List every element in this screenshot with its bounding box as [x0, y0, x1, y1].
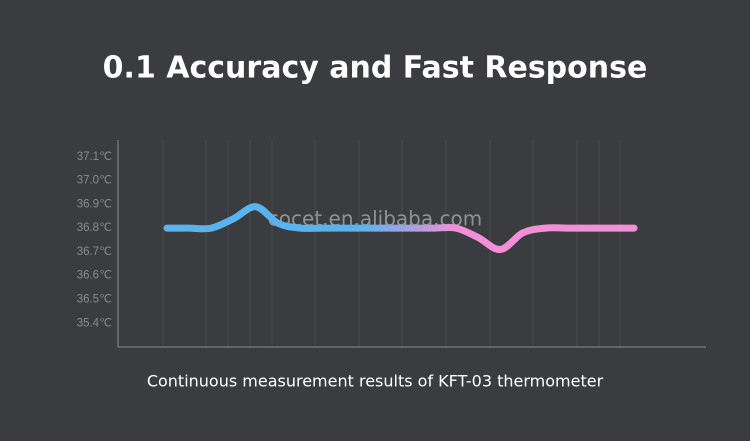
y-tick-label: 36.6℃ — [77, 270, 112, 282]
y-tick-label: 36.5℃ — [77, 293, 112, 305]
chart-title: 0.1 Accuracy and Fast Response — [103, 51, 648, 86]
y-tick-label: 36.7℃ — [77, 246, 112, 258]
y-tick-label: 36.8℃ — [77, 222, 112, 234]
y-tick-label: 35.4℃ — [77, 317, 112, 329]
caption: Continuous measurement results of KFT-03… — [147, 372, 604, 391]
y-tick-label: 37.0℃ — [77, 175, 112, 187]
y-tick-label: 36.9℃ — [77, 198, 112, 210]
temperature-line — [163, 203, 638, 254]
y-tick-label: 37.1℃ — [77, 151, 112, 163]
